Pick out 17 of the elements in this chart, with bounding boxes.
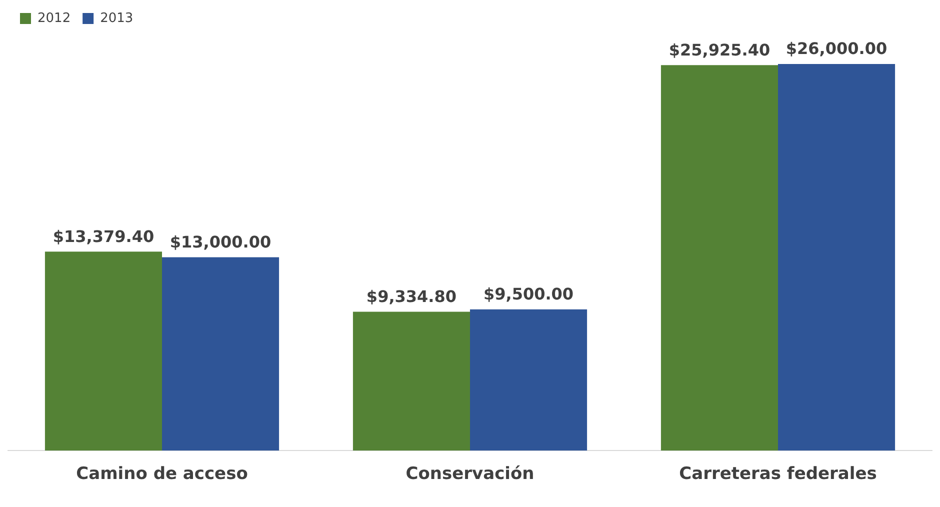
bar: [352, 312, 470, 451]
bar: [470, 309, 588, 451]
data-label: $25,925.40: [668, 40, 770, 60]
data-label: $9,500.00: [483, 284, 574, 304]
data-label: $9,334.80: [366, 286, 457, 306]
bar: [44, 252, 162, 451]
x-tick-label: Conservación: [406, 464, 534, 484]
bar: [660, 65, 778, 451]
bar: [162, 257, 280, 451]
legend-label: 2012: [38, 10, 71, 26]
bar: [778, 64, 896, 451]
data-label: $13,000.00: [170, 232, 272, 252]
x-tick-label: Camino de acceso: [76, 464, 248, 484]
legend-label: 2013: [100, 10, 134, 26]
data-label: $13,379.40: [52, 226, 154, 246]
x-tick-label: Carreteras federales: [679, 464, 877, 484]
data-label: $26,000.00: [786, 39, 888, 58]
